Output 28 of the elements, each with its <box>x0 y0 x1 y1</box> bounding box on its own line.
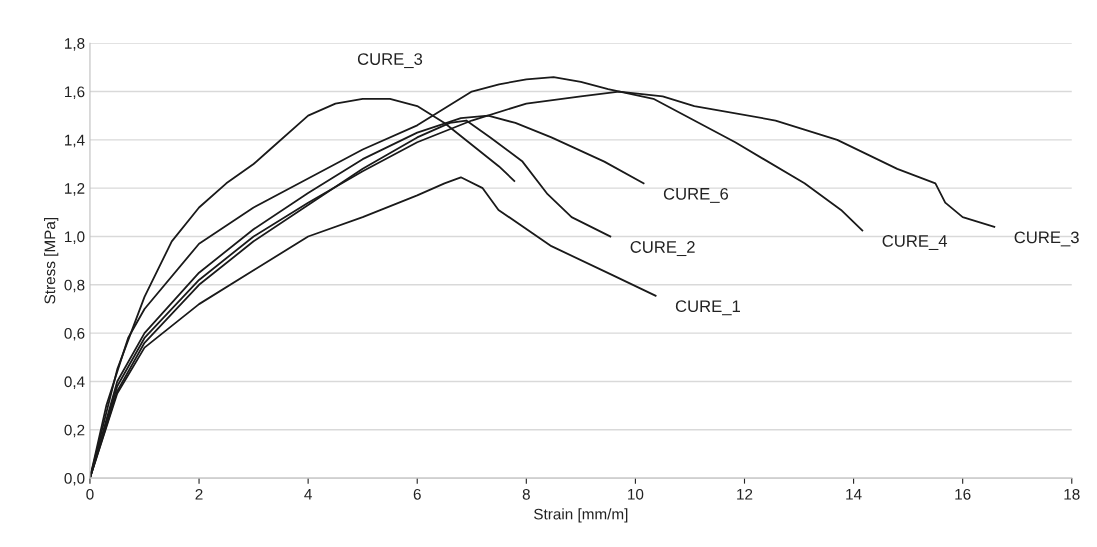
x-tick-label: 2 <box>195 488 203 500</box>
x-tick-label: 4 <box>304 489 312 500</box>
y-tick-label: 1,0 <box>65 231 85 244</box>
y-tick-label: 0,8 <box>64 279 85 293</box>
x-tick-label: 12 <box>737 488 753 500</box>
x-tick-label: 8 <box>522 488 530 500</box>
x-tick-label: 18 <box>1064 488 1080 500</box>
annotation: CURE_3 <box>357 53 423 69</box>
x-axis-title: Strain [mm/m] <box>534 508 628 523</box>
y-axis-title: Stress [MPa] <box>44 218 59 304</box>
x-tick-label: 6 <box>413 488 421 500</box>
x-tick-label: 14 <box>846 489 862 500</box>
y-tick-label: 1,8 <box>65 38 85 51</box>
annotation: CURE_3 <box>1014 231 1079 247</box>
y-tick-label: 1,4 <box>65 134 85 148</box>
x-tick-label: 0 <box>86 488 94 500</box>
annotation: CURE_1 <box>675 300 740 316</box>
annotation: CURE_4 <box>882 235 948 250</box>
annotation: CURE_6 <box>663 187 729 203</box>
annotation: CURE_2 <box>630 241 695 257</box>
y-tick-label: 0,0 <box>64 472 85 486</box>
y-tick-label: 1,2 <box>65 183 85 196</box>
y-tick-label: 1,6 <box>65 86 85 100</box>
x-tick-label: 10 <box>628 488 644 500</box>
y-tick-label: 0,4 <box>64 376 85 389</box>
y-tick-label: 0,2 <box>64 424 85 438</box>
x-tick-label: 16 <box>955 488 971 500</box>
y-tick-label: 0,6 <box>64 327 85 341</box>
